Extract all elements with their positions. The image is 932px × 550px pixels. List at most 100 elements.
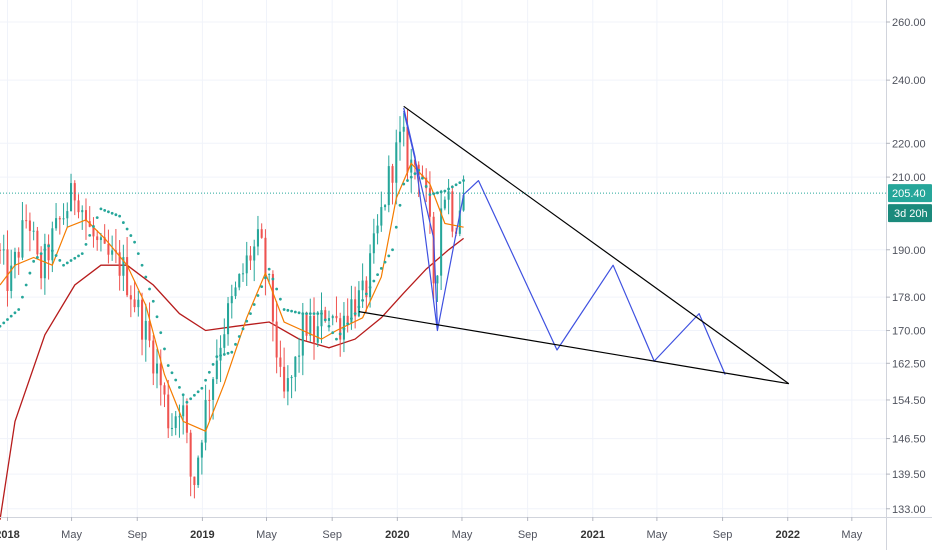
time-tick-label: 2020 (385, 529, 409, 541)
sar-dot (454, 183, 458, 187)
candle-body (103, 237, 106, 244)
candle-body (84, 210, 88, 222)
sar-dot (103, 208, 107, 212)
sar-dot (215, 355, 219, 359)
sar-dot (200, 386, 204, 390)
sar-dot (331, 331, 335, 335)
candlestick (174, 410, 177, 436)
candle-body (215, 360, 218, 380)
candlestick (402, 112, 405, 147)
candlestick (129, 285, 132, 318)
sar-dot (95, 216, 99, 220)
sar-dot (312, 312, 316, 316)
sar-dot (402, 182, 406, 186)
candle-body (178, 416, 181, 418)
candle-body (391, 166, 394, 183)
sar-dot (342, 327, 346, 331)
candle-body (256, 229, 259, 247)
candlestick (327, 310, 331, 332)
sar-dot (62, 263, 65, 267)
descending-triangle-drawing[interactable] (358, 105, 790, 385)
candle-body (6, 249, 9, 291)
candle-body (234, 287, 237, 297)
candle-body (413, 159, 416, 165)
sar-dot (394, 225, 398, 229)
candlestick (118, 240, 121, 291)
sar-dot (439, 190, 443, 194)
sar-dot (376, 273, 379, 277)
candle-body (264, 237, 267, 275)
sar-dot (293, 310, 297, 314)
candle-body (167, 394, 170, 429)
candlestick (380, 191, 383, 232)
sar-dot (372, 279, 376, 283)
price-tick-label: 162.50 (892, 358, 926, 370)
candle-body (241, 273, 245, 275)
sar-dot (286, 308, 290, 312)
price-tick-label: 170.00 (892, 326, 926, 338)
candle-body (316, 326, 319, 343)
parabolic-sar-dots (0, 168, 465, 404)
sar-dot (301, 312, 305, 316)
sar-dot (230, 350, 234, 354)
triangle-lower-trendline (358, 311, 789, 385)
candle-body (402, 126, 405, 132)
candlestick (253, 239, 256, 282)
time-tick-label: May (452, 529, 473, 541)
candlestick (294, 356, 297, 392)
fast-moving-average-path (0, 162, 464, 432)
sar-dot (222, 353, 226, 356)
candle-body (212, 379, 215, 400)
candle-body (425, 177, 428, 189)
candle-body (66, 211, 69, 219)
price-tick-label: 220.00 (892, 138, 926, 150)
candlestick (376, 214, 379, 245)
candlestick (25, 204, 28, 229)
candle-body (245, 255, 248, 274)
sar-dot (144, 275, 148, 279)
candle-body (148, 320, 151, 341)
candle-body (129, 295, 132, 300)
slow-moving-average-path (0, 237, 464, 520)
candle-body (25, 220, 28, 222)
price-tick-label: 139.50 (892, 469, 926, 481)
sar-dot (368, 286, 372, 289)
candle-body (170, 427, 173, 429)
sar-dot (163, 347, 166, 351)
candle-body (290, 376, 293, 379)
candlestick (10, 249, 13, 299)
candle-body (107, 243, 110, 255)
candlestick (77, 194, 80, 219)
candlestick (372, 218, 375, 264)
sar-dot (316, 312, 320, 316)
candle-body (369, 253, 372, 298)
candlestick (189, 429, 192, 497)
candlestick (43, 233, 46, 295)
candle-body (436, 275, 439, 284)
candle-body (309, 315, 312, 336)
sar-dot (327, 324, 331, 328)
price-badges: 205.40 3d 20h (888, 184, 932, 223)
candlestick (443, 196, 446, 211)
sar-dot (125, 227, 129, 231)
time-tick-label: Sep (713, 529, 733, 541)
time-tick-label: Sep (518, 529, 538, 541)
candlestick (320, 292, 323, 344)
candle-body (354, 299, 357, 317)
candle-body (99, 237, 102, 241)
candle-body (163, 385, 166, 395)
candle-body (380, 207, 383, 226)
candlestick (271, 270, 274, 342)
candlestick (309, 298, 312, 342)
sar-dot (282, 308, 286, 311)
sar-dot (43, 248, 47, 252)
time-tick-label: 2021 (581, 529, 605, 541)
sar-dot (6, 318, 9, 321)
candlestick (275, 301, 278, 374)
candle-body (21, 220, 24, 258)
candlestick (286, 365, 289, 406)
candle-body (47, 243, 50, 261)
projected-zigzag-drawing[interactable] (403, 107, 726, 375)
